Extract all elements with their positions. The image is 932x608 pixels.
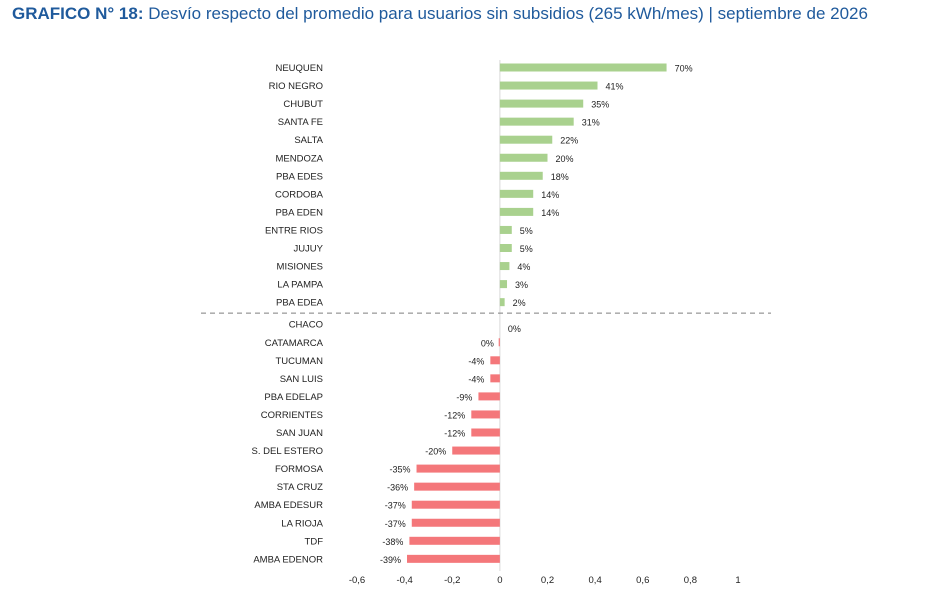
bar <box>407 554 500 563</box>
data-label: 3% <box>515 280 528 290</box>
data-label: -20% <box>425 447 446 457</box>
category-label: ENTRE RIOS <box>265 225 323 236</box>
data-label: -4% <box>468 356 484 366</box>
bar <box>499 153 548 162</box>
chart-title: GRAFICO N° 18: Desvío respecto del prome… <box>12 4 868 24</box>
data-label: 70% <box>675 64 693 74</box>
x-tick-label: -0,2 <box>444 575 460 586</box>
data-label: 0% <box>508 324 521 334</box>
bar <box>452 446 500 455</box>
bar <box>411 500 500 509</box>
data-label: 18% <box>551 172 569 182</box>
bar <box>414 482 500 491</box>
category-label: RIO NEGRO <box>269 81 323 92</box>
x-tick-label: 0,8 <box>684 575 697 586</box>
bar <box>490 356 500 365</box>
x-tick-label: 0 <box>497 575 502 586</box>
category-label: CORDOBA <box>275 189 324 200</box>
category-label: PBA EDEA <box>276 298 324 309</box>
category-label: MENDOZA <box>276 153 324 164</box>
bar <box>499 280 508 289</box>
x-tick-label: 1 <box>735 575 740 586</box>
x-tick-label: 0,4 <box>589 575 602 586</box>
bar <box>471 410 500 419</box>
bar <box>490 374 500 383</box>
category-label: TUCUMAN <box>276 356 324 367</box>
x-tick-label: 0,2 <box>541 575 554 586</box>
category-label: MISIONES <box>277 262 323 273</box>
x-tick-label: -0,4 <box>396 575 412 586</box>
data-label: -39% <box>380 555 401 565</box>
x-tick-label: 0,6 <box>636 575 649 586</box>
bar <box>499 244 512 252</box>
bar <box>411 518 500 527</box>
data-label: 41% <box>606 82 624 92</box>
category-label: SAN JUAN <box>276 428 323 439</box>
bar <box>416 464 500 473</box>
category-label: CORRIENTES <box>261 410 323 421</box>
data-label: 14% <box>541 208 559 218</box>
category-label: JUJUY <box>293 244 323 255</box>
bar <box>499 225 512 234</box>
category-label: SALTA <box>294 135 323 146</box>
category-label: FORMOSA <box>275 464 324 475</box>
category-label: SAN LUIS <box>280 374 323 385</box>
category-label: PBA EDEN <box>275 207 323 218</box>
category-label: CATAMARCA <box>265 338 324 349</box>
data-label: -12% <box>444 429 465 439</box>
category-label: LA RIOJA <box>281 518 323 529</box>
category-label: CHUBUT <box>283 99 323 110</box>
data-label: 35% <box>591 100 609 110</box>
bar <box>499 81 598 90</box>
data-label: 0% <box>481 338 494 348</box>
data-label: -12% <box>444 410 465 420</box>
bar <box>499 117 574 126</box>
data-label: 31% <box>582 118 600 128</box>
category-label: AMBA EDENOR <box>253 554 323 565</box>
data-label: 5% <box>520 226 533 236</box>
data-label: -36% <box>387 483 408 493</box>
bar <box>499 99 584 108</box>
x-tick-label: -0,6 <box>349 575 365 586</box>
category-label: TDF <box>305 536 324 547</box>
data-label: -37% <box>385 519 406 529</box>
bar <box>499 207 534 216</box>
bar <box>499 189 534 198</box>
data-label: 2% <box>513 298 526 308</box>
bar <box>499 298 505 307</box>
category-label: PBA EDELAP <box>264 392 323 403</box>
bar <box>478 392 500 401</box>
data-label: 14% <box>541 190 559 200</box>
category-label: AMBA EDESUR <box>254 500 323 511</box>
category-label: STA CRUZ <box>277 482 323 493</box>
category-label: LA PAMPA <box>277 280 323 291</box>
bar <box>471 428 500 437</box>
bar <box>499 262 510 271</box>
bar <box>499 135 553 144</box>
data-label: -4% <box>468 374 484 384</box>
bar <box>499 63 667 72</box>
data-label: -35% <box>390 465 411 475</box>
data-label: 22% <box>560 136 578 146</box>
data-label: -38% <box>382 537 403 547</box>
data-label: -9% <box>456 392 472 402</box>
category-label: NEUQUEN <box>275 63 323 74</box>
chart-title-text: Desvío respecto del promedio para usuari… <box>148 4 868 23</box>
data-label: 20% <box>556 154 574 164</box>
bar <box>409 536 500 545</box>
category-label: S. DEL ESTERO <box>252 446 323 457</box>
bar <box>498 338 500 347</box>
data-label: -37% <box>385 501 406 511</box>
bar <box>499 171 543 180</box>
chart-title-prefix: GRAFICO N° 18: <box>12 4 144 23</box>
category-label: CHACO <box>289 320 323 331</box>
category-label: PBA EDES <box>276 171 323 182</box>
category-label: SANTA FE <box>278 117 323 128</box>
data-label: 4% <box>517 262 530 272</box>
data-label: 5% <box>520 244 533 254</box>
